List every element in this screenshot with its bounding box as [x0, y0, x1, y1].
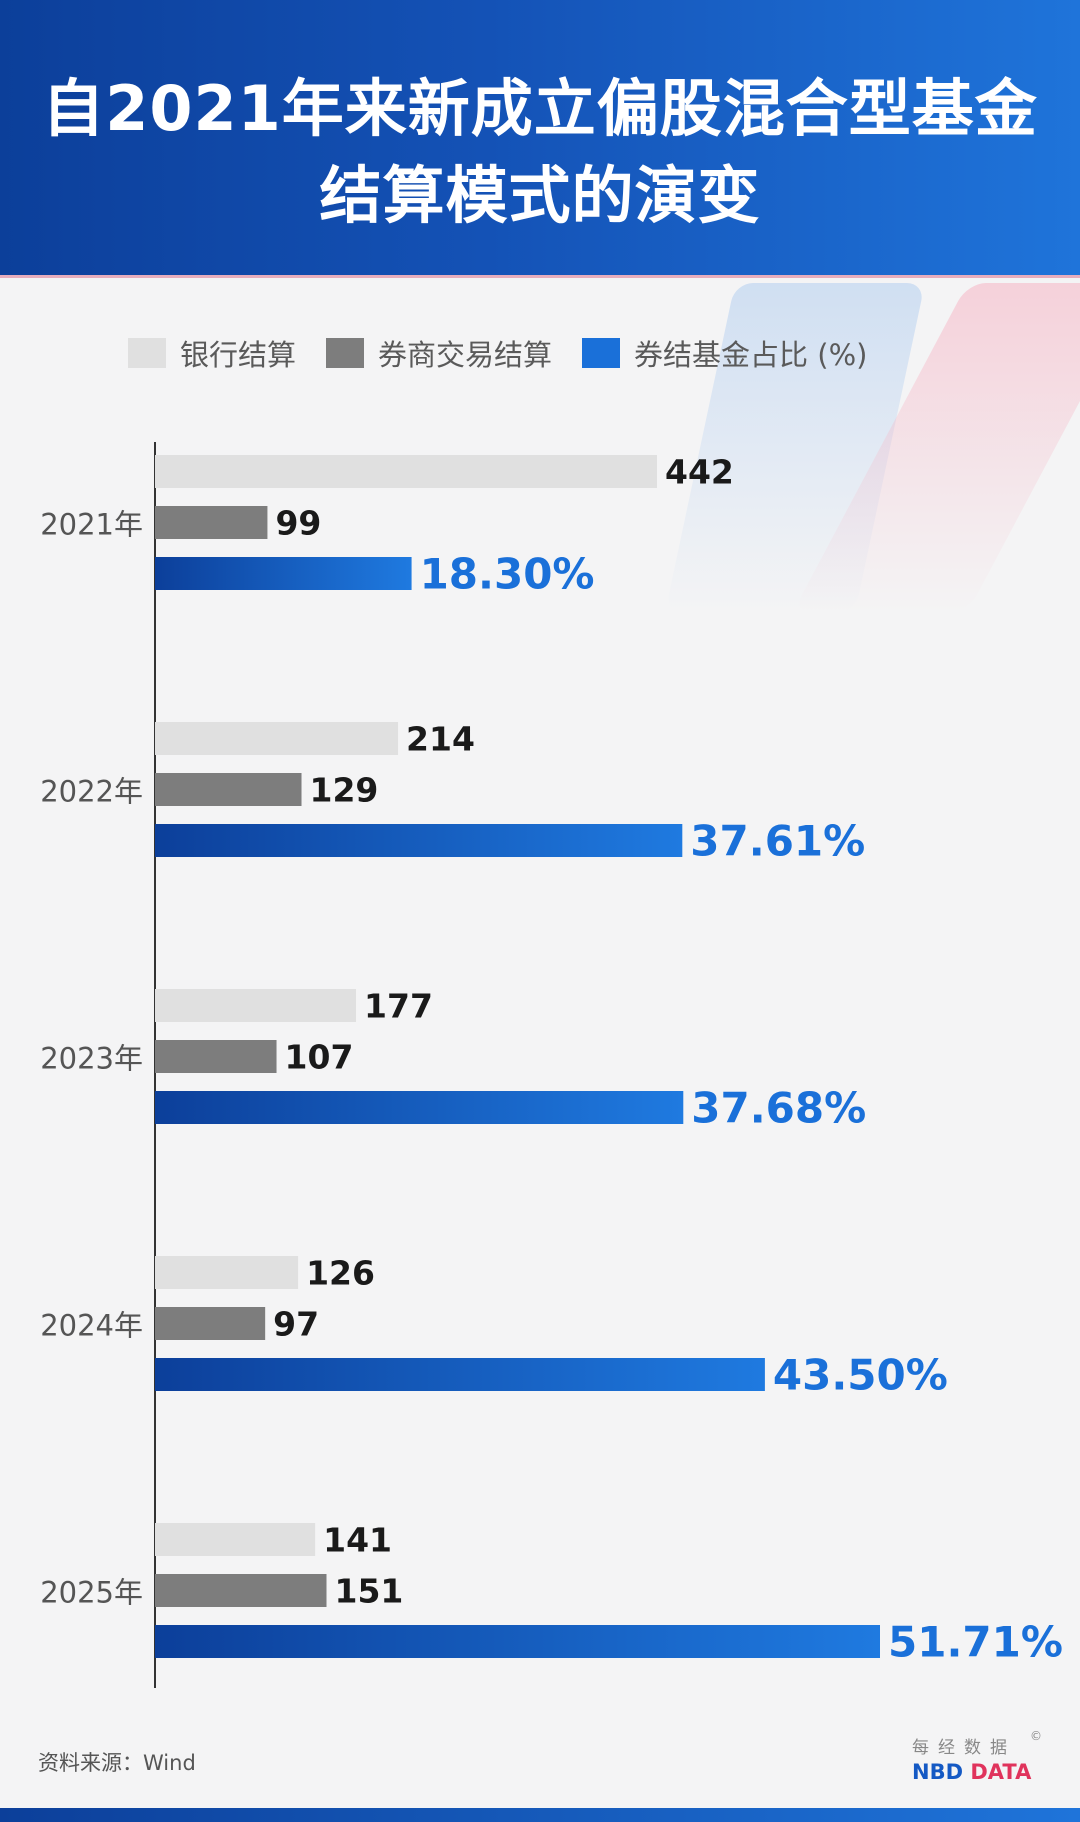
bottom-bar: [0, 1808, 1080, 1822]
data-label-bank: 214: [406, 720, 475, 759]
bar-broker: [155, 1307, 266, 1340]
bar-bank: [155, 722, 399, 755]
bar-share: [155, 1358, 765, 1391]
data-label-broker: 107: [285, 1038, 354, 1077]
data-label-bank: 442: [665, 453, 734, 492]
source-note: 资料来源：Wind: [38, 1751, 196, 1775]
bar-share: [155, 1091, 684, 1124]
legend-swatch-bank: [128, 338, 166, 368]
brand-cn-text: 每经数据: [912, 1738, 1016, 1758]
legend-label-broker: 券商交易结算: [378, 338, 553, 372]
bar-bank: [155, 1256, 299, 1289]
legend-label-bank: 银行结算: [180, 338, 297, 372]
bar-bank: [155, 455, 657, 488]
legend-swatch-share: [582, 338, 621, 368]
data-label-share: 51.71%: [888, 1618, 1063, 1667]
title-line-1: 自2021年来新成立偏股混合型基金: [42, 72, 1038, 145]
copyright-icon: ©: [1030, 1729, 1042, 1743]
bar-share: [155, 557, 412, 590]
data-label-broker: 99: [275, 504, 321, 543]
bar-broker: [155, 506, 268, 539]
year-label: 2022年: [40, 775, 143, 809]
year-label: 2025年: [40, 1576, 143, 1610]
bar-bank: [155, 989, 357, 1022]
header-banner: 自2021年来新成立偏股混合型基金 结算模式的演变: [0, 0, 1080, 278]
data-label-bank: 141: [323, 1521, 392, 1560]
bar-share: [155, 824, 683, 857]
data-label-broker: 97: [273, 1305, 319, 1344]
data-label-broker: 129: [310, 771, 379, 810]
year-label: 2024年: [40, 1309, 143, 1343]
data-label-bank: 126: [306, 1254, 375, 1293]
brand-en-text: NBD DATA: [912, 1760, 1042, 1784]
data-label-bank: 177: [364, 987, 433, 1026]
legend-item-share: 券结基金占比 (%): [582, 332, 867, 374]
legend-label-share: 券结基金占比 (%): [634, 338, 868, 372]
brand-data: DATA: [970, 1760, 1032, 1784]
bar-broker: [155, 1574, 327, 1607]
chart-legend: 银行结算 券商交易结算 券结基金占比 (%): [128, 333, 897, 373]
data-label-share: 37.68%: [691, 1084, 866, 1133]
legend-item-bank: 银行结算: [128, 332, 296, 374]
year-label: 2021年: [40, 508, 143, 542]
title-line-2: 结算模式的演变: [319, 159, 761, 232]
data-label-broker: 151: [334, 1572, 403, 1611]
data-label-share: 37.61%: [690, 817, 865, 866]
year-label: 2023年: [40, 1042, 143, 1076]
bar-broker: [155, 1040, 277, 1073]
bar-chart: 2021年 442 99 18.30% 2022年 214 129 37.61% 2023年 17…: [40, 442, 1063, 1688]
bar-broker: [155, 773, 302, 806]
bar-share: [155, 1625, 880, 1658]
bar-bank: [155, 1523, 316, 1556]
brand-logo: 每经数据 © NBD DATA: [912, 1729, 1042, 1784]
data-label-share: 18.30%: [420, 550, 595, 599]
legend-swatch-broker: [326, 338, 365, 368]
legend-item-broker: 券商交易结算: [326, 332, 552, 374]
data-label-share: 43.50%: [773, 1351, 948, 1400]
brand-nbd: NBD: [912, 1760, 964, 1784]
